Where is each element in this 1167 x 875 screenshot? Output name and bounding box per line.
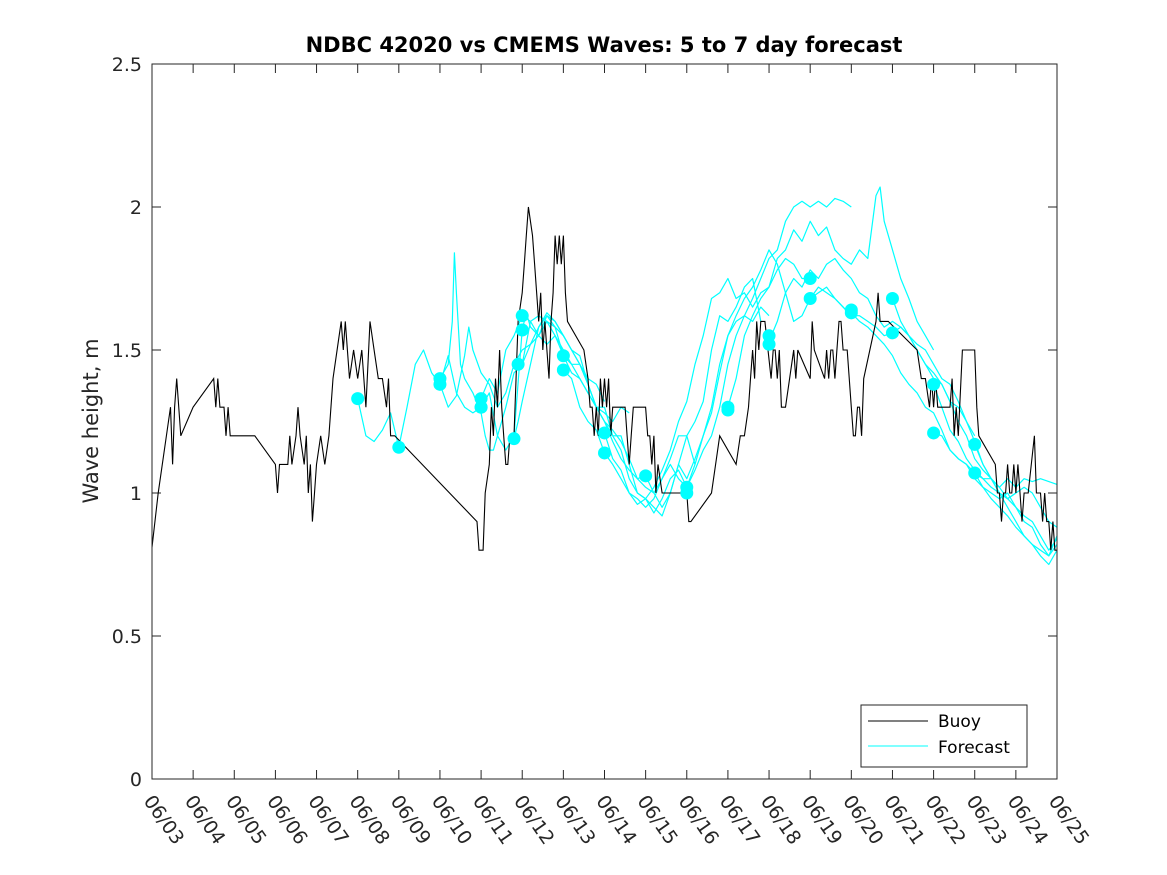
forecast-start-marker bbox=[803, 272, 817, 285]
y-tick-labels: 0 0.5 1 1.5 2 2.5 bbox=[112, 54, 142, 791]
forecast-run-line bbox=[727, 186, 935, 408]
forecast-start-marker bbox=[680, 480, 694, 494]
chart-title: NDBC 42020 vs CMEMS Waves: 5 to 7 day fo… bbox=[306, 33, 903, 57]
forecast-run-line bbox=[974, 472, 1058, 557]
forecast-run-line bbox=[686, 197, 852, 488]
forecast-start-marker bbox=[351, 392, 365, 406]
forecast-run-line bbox=[603, 257, 811, 505]
y-tick-label: 0.5 bbox=[112, 626, 142, 648]
forecast-start-marker bbox=[721, 400, 735, 414]
y-tick-label: 2 bbox=[130, 197, 142, 219]
forecast-run-line bbox=[357, 398, 400, 448]
forecast-start-marker bbox=[968, 437, 982, 451]
forecast-start-marker bbox=[885, 292, 899, 306]
buoy-line bbox=[151, 206, 1057, 551]
forecast-start-marker bbox=[927, 377, 941, 391]
y-tick-label: 1 bbox=[130, 483, 142, 505]
forecast-run-line bbox=[974, 444, 1058, 566]
plot-data bbox=[151, 186, 1058, 566]
forecast-start-marker bbox=[968, 466, 982, 480]
forecast-start-marker bbox=[762, 329, 776, 343]
legend-forecast-label: Forecast bbox=[938, 738, 1010, 758]
forecast-start-marker bbox=[844, 303, 858, 317]
forecast-run-line bbox=[891, 298, 1058, 557]
forecast-start-marker bbox=[598, 426, 611, 440]
forecast-start-marker bbox=[927, 426, 941, 440]
legend-box bbox=[860, 704, 1028, 768]
forecast-run-line bbox=[645, 249, 852, 508]
axis-ticks bbox=[151, 63, 1058, 780]
forecast-start-marker bbox=[556, 363, 570, 377]
y-tick-label: 1.5 bbox=[112, 340, 142, 362]
forecast-start-marker bbox=[556, 349, 570, 363]
forecast-start-marker bbox=[639, 469, 653, 483]
y-axis-label: Wave height, m bbox=[79, 338, 103, 503]
y-tick-label: 0 bbox=[130, 769, 142, 791]
forecast-start-marker bbox=[515, 309, 529, 323]
forecast-start-marker bbox=[511, 357, 525, 371]
forecast-start-marker bbox=[515, 323, 529, 337]
legend: Buoy Forecast bbox=[860, 704, 1028, 768]
legend-buoy-label: Buoy bbox=[938, 712, 981, 732]
forecast-start-marker bbox=[885, 326, 899, 340]
forecast-start-marker bbox=[507, 432, 521, 446]
y-tick-label: 2.5 bbox=[112, 54, 142, 76]
forecast-start-marker bbox=[803, 292, 817, 306]
forecast-start-marker bbox=[598, 446, 611, 460]
forecast-run-line bbox=[768, 257, 976, 437]
forecast-start-marker bbox=[433, 372, 447, 386]
axes-box bbox=[151, 63, 1058, 780]
forecast-start-marker bbox=[474, 400, 488, 414]
forecast-start-marker bbox=[392, 440, 406, 454]
